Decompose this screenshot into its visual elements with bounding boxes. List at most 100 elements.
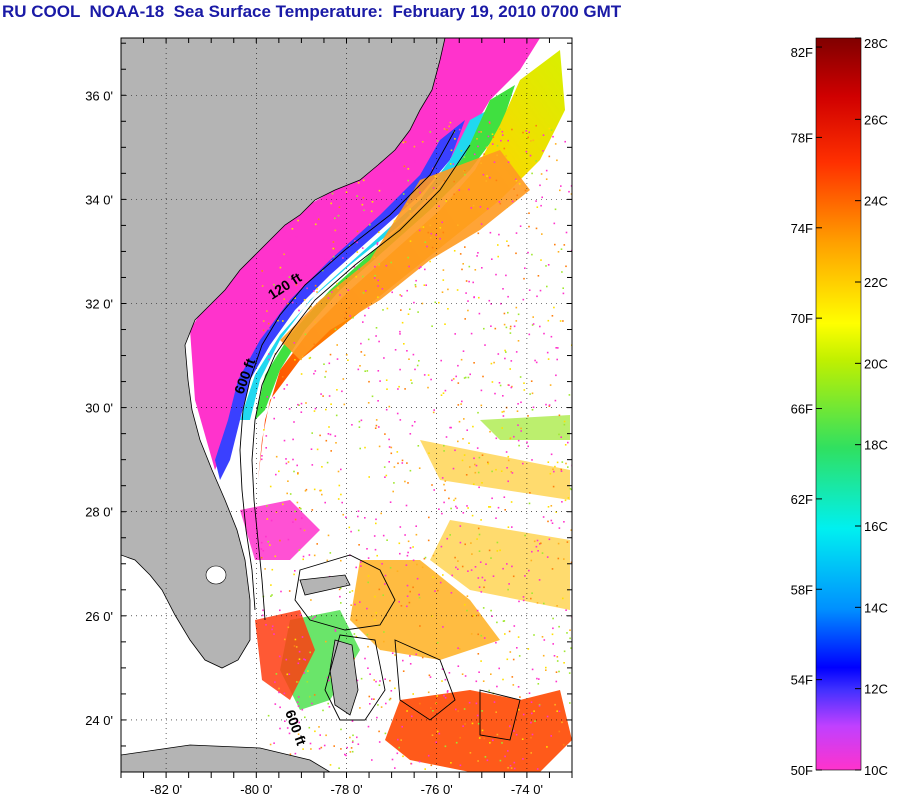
speckle — [357, 743, 360, 745]
speckle — [400, 309, 402, 311]
speckle — [363, 209, 365, 211]
speckle — [407, 551, 409, 554]
speckle — [468, 442, 470, 444]
speckle — [284, 300, 287, 302]
speckle — [342, 513, 344, 516]
speckle — [487, 135, 490, 138]
speckle — [288, 673, 291, 675]
speckle — [286, 673, 289, 676]
speckle — [294, 297, 296, 299]
speckle — [335, 414, 338, 417]
speckle — [412, 693, 414, 695]
speckle — [368, 695, 371, 698]
speckle — [477, 653, 480, 655]
speckle — [396, 752, 399, 755]
speckle — [309, 651, 311, 654]
speckle — [563, 650, 566, 653]
speckle — [442, 231, 445, 234]
speckle — [428, 516, 430, 519]
speckle — [414, 284, 417, 286]
speckle — [436, 641, 439, 644]
lat-tick-label: 36 0' — [85, 88, 113, 103]
speckle — [524, 189, 527, 192]
speckle — [430, 232, 433, 235]
speckle — [285, 462, 288, 465]
speckle — [522, 596, 525, 598]
speckle — [323, 744, 326, 747]
speckle — [476, 138, 478, 140]
speckle — [501, 130, 504, 133]
speckle — [518, 708, 520, 711]
speckle — [428, 452, 430, 454]
speckle — [441, 680, 443, 682]
speckle — [390, 690, 393, 692]
speckle — [389, 697, 392, 700]
speckle — [562, 287, 564, 289]
speckle — [480, 404, 483, 407]
speckle — [551, 633, 554, 636]
speckle — [431, 325, 433, 327]
front-green — [255, 85, 515, 420]
lon-tick-label: -74 0' — [511, 782, 543, 797]
speckle — [366, 548, 368, 550]
speckle — [275, 455, 278, 458]
speckle — [418, 596, 421, 599]
speckle — [493, 361, 495, 364]
speckle — [476, 447, 479, 449]
fahrenheit-label: 66F — [791, 402, 813, 417]
speckle — [380, 512, 382, 515]
speckle — [283, 253, 285, 256]
speckle — [540, 542, 542, 545]
speckle — [552, 643, 554, 645]
speckle — [541, 636, 544, 638]
speckle — [345, 191, 348, 193]
speckle — [519, 376, 522, 378]
speckle — [449, 121, 452, 124]
speckle — [516, 410, 519, 412]
speckle — [292, 521, 294, 523]
speckle — [282, 503, 284, 506]
speckle — [369, 223, 371, 226]
speckle — [370, 210, 373, 213]
speckle — [270, 595, 272, 597]
speckle — [550, 129, 553, 131]
speckle — [385, 474, 388, 477]
speckle — [399, 419, 402, 421]
lake-okeechobee — [205, 565, 227, 585]
speckle — [364, 657, 366, 660]
speckle — [490, 325, 492, 327]
speckle — [367, 338, 370, 341]
speckle — [528, 225, 530, 228]
speckle — [482, 680, 485, 682]
speckle — [384, 583, 386, 585]
speckle — [402, 141, 405, 144]
speckle — [311, 464, 314, 466]
speckle — [476, 538, 478, 540]
speckle — [498, 233, 500, 236]
speckle — [442, 269, 445, 271]
speckle — [532, 316, 534, 318]
speckle — [321, 466, 323, 468]
speckle — [522, 758, 524, 760]
speckle — [421, 566, 424, 569]
speckle — [568, 672, 571, 674]
speckle — [501, 134, 504, 136]
speckle — [487, 461, 489, 464]
speckle — [326, 461, 329, 464]
speckle — [489, 176, 491, 179]
fahrenheit-label: 78F — [791, 130, 813, 145]
speckle — [393, 220, 396, 222]
graticule — [121, 38, 572, 772]
speckle — [530, 752, 532, 754]
speckle — [541, 233, 543, 235]
speckle — [447, 288, 449, 291]
speckle — [340, 602, 342, 604]
speckle — [398, 385, 400, 388]
speckle — [284, 720, 286, 722]
speckle — [556, 656, 559, 658]
speckle — [531, 592, 533, 594]
speckle — [294, 518, 297, 521]
speckle — [559, 320, 562, 322]
speckle — [477, 760, 479, 762]
speckle — [399, 552, 401, 555]
